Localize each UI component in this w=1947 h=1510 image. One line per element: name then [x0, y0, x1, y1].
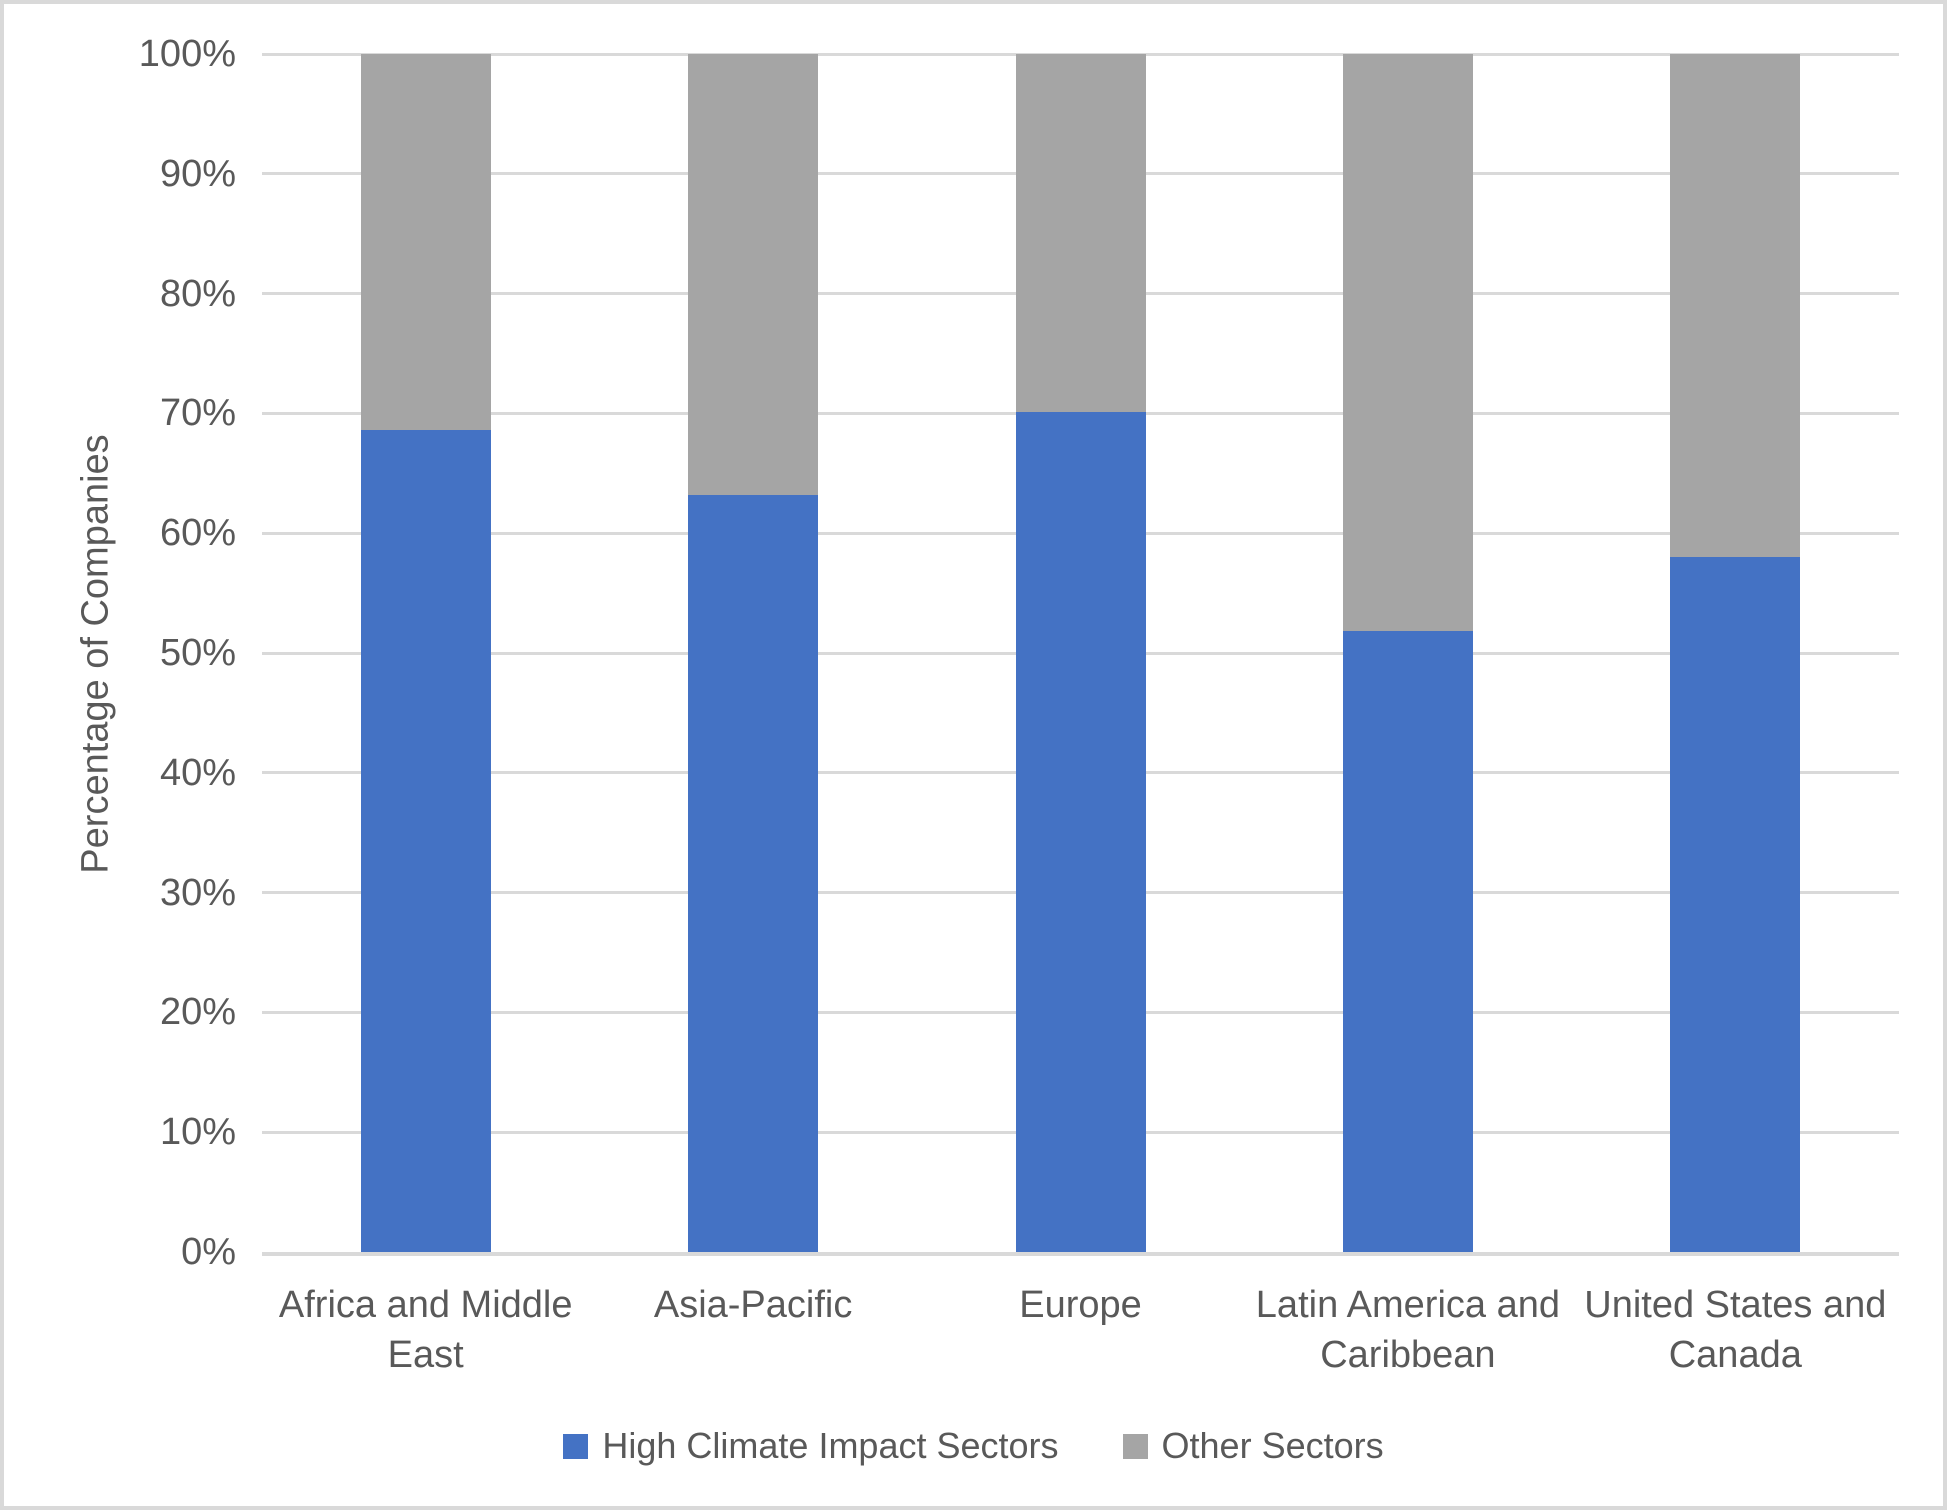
category-label-line: East: [387, 1334, 464, 1376]
y-tick-label: 100%: [138, 33, 236, 75]
y-tick-label: 40%: [159, 751, 236, 794]
legend-item: High Climate Impact Sectors: [563, 1425, 1059, 1467]
bar-group: [688, 54, 819, 1252]
category-label: United States and Canada: [1545, 1280, 1925, 1380]
bar-segment-high-climate-impact-sectors: [688, 494, 819, 1252]
category-label-line: Asia-Pacific: [653, 1284, 853, 1326]
x-axis-line: [262, 1252, 1899, 1256]
plot-area: [262, 52, 1899, 1256]
bar-group: [1670, 54, 1801, 1252]
bar-segment-other-sectors: [1342, 54, 1473, 632]
y-tick-label: 60%: [159, 512, 236, 555]
category-label: Africa and Middle East: [236, 1280, 616, 1380]
category-label-line: Latin America and: [1255, 1284, 1560, 1326]
bar-segment-other-sectors: [1670, 54, 1801, 558]
y-tick-label: 50%: [159, 632, 236, 674]
y-tick-label: 90%: [159, 152, 236, 195]
category-label: Europe: [891, 1280, 1271, 1330]
bar-segment-other-sectors: [1015, 54, 1146, 413]
bar-group: [1342, 54, 1473, 1252]
category-label-line: Africa and Middle: [278, 1284, 573, 1326]
legend-label: Other Sectors: [1161, 1425, 1384, 1466]
y-tick-label: 20%: [159, 991, 236, 1034]
category-label-line: United States and: [1584, 1284, 1887, 1326]
bar-segment-high-climate-impact-sectors: [360, 430, 491, 1252]
bar-segment-other-sectors: [688, 54, 819, 495]
category-label-line: Caribbean: [1320, 1334, 1496, 1376]
y-tick-label: 80%: [159, 272, 236, 315]
legend: High Climate Impact Sectors Other Sectors: [4, 1425, 1943, 1467]
y-tick-label: 10%: [159, 1111, 236, 1154]
bar-segment-high-climate-impact-sectors: [1670, 557, 1801, 1252]
y-tick-label: 70%: [159, 392, 236, 435]
legend-item: Other Sectors: [1122, 1425, 1384, 1467]
legend-swatch-icon: [563, 1433, 589, 1459]
bar-segment-high-climate-impact-sectors: [1342, 631, 1473, 1252]
legend-label: High Climate Impact Sectors: [602, 1425, 1059, 1466]
y-tick-label: 0%: [181, 1231, 236, 1273]
category-label-line: Europe: [1019, 1284, 1142, 1326]
bar-group: [360, 54, 491, 1252]
y-tick-label: 30%: [159, 871, 236, 914]
category-label: Latin America and Caribbean: [1218, 1280, 1598, 1380]
bar-segment-other-sectors: [360, 54, 491, 431]
category-label-line: Canada: [1668, 1334, 1802, 1376]
bar-group: [1015, 54, 1146, 1252]
bar-segment-high-climate-impact-sectors: [1015, 412, 1146, 1252]
category-label: Asia-Pacific: [563, 1280, 943, 1330]
legend-swatch-icon: [1122, 1433, 1148, 1459]
